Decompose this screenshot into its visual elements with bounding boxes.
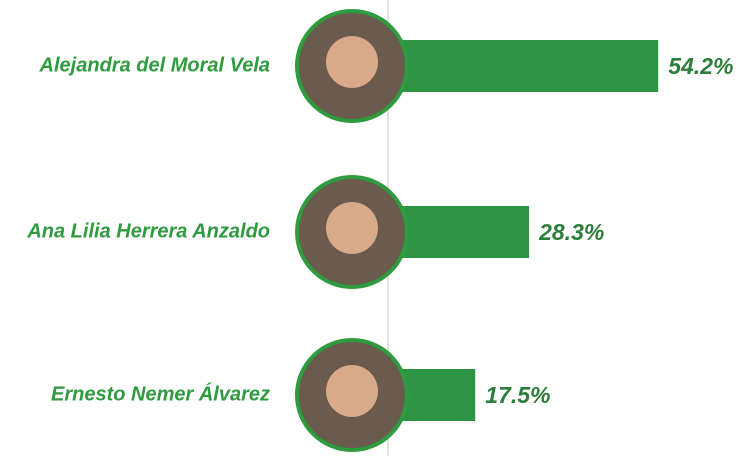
value-label: 54.2% bbox=[668, 53, 733, 79]
value-label: 28.3% bbox=[538, 219, 604, 245]
chart: Alejandra del Moral Vela 54.2% Ana Lilia H… bbox=[0, 0, 742, 456]
bar bbox=[388, 206, 529, 258]
bar bbox=[388, 40, 658, 92]
photo-face bbox=[326, 365, 378, 417]
candidate-name: Ernesto Nemer Álvarez bbox=[51, 382, 270, 405]
photo-face bbox=[326, 36, 378, 88]
value-label: 17.5% bbox=[485, 382, 550, 408]
candidate-name: Ana Lilia Herrera Anzaldo bbox=[26, 220, 270, 242]
candidate-name: Alejandra del Moral Vela bbox=[39, 54, 270, 76]
photo-face bbox=[326, 202, 378, 254]
